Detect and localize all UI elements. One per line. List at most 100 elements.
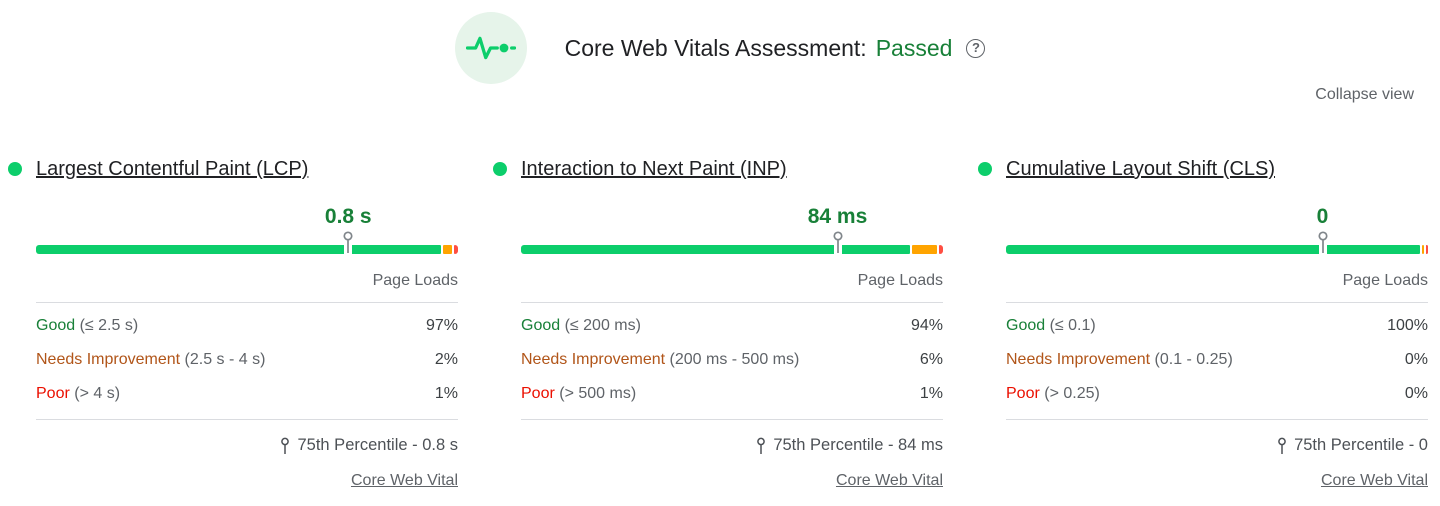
bar-segment-good (521, 245, 911, 254)
good-label: Good (521, 317, 561, 334)
good-label: Good (36, 317, 76, 334)
percentile-text: 75th Percentile - 84 ms (773, 436, 943, 454)
percentile-text: 75th Percentile - 0.8 s (297, 436, 458, 454)
good-range: (≤ 0.1) (1049, 317, 1096, 334)
percentile-pin-icon (1317, 231, 1328, 253)
pulse-icon-circle (454, 12, 527, 84)
table-row-poor: Poor (> 0.25) 0% (1006, 377, 1428, 411)
core-web-vital-row: Core Web Vital (36, 472, 458, 490)
core-web-vital-row: Core Web Vital (1006, 472, 1428, 490)
distribution-gauge: 0 (1006, 204, 1428, 255)
page-title: Core Web Vitals Assessment: Passed ? (565, 35, 986, 62)
good-percent: 97% (425, 317, 458, 334)
needs-improvement-percent: 6% (919, 351, 943, 368)
percentile-pin-icon (343, 231, 353, 253)
poor-label: Poor (36, 385, 70, 402)
metric-title-link-inp[interactable]: Interaction to Next Paint (INP) (521, 158, 787, 180)
poor-percent: 1% (434, 385, 458, 402)
good-range: (≤ 2.5 s) (79, 317, 139, 334)
percentile-pin-icon (757, 437, 766, 454)
page-loads-column-header: Page Loads (36, 272, 458, 303)
needs-improvement-range: (200 ms - 500 ms) (669, 351, 800, 368)
distribution-gauge: 84 ms (521, 204, 943, 255)
page-loads-column-header: Page Loads (521, 272, 943, 303)
good-percent: 94% (910, 317, 943, 334)
distribution-bar (521, 245, 943, 254)
poor-percent: 0% (1404, 385, 1428, 402)
needs-improvement-percent: 0% (1404, 351, 1428, 368)
percentile-row: 75th Percentile - 84 ms (521, 436, 943, 455)
metric-card-inp: Interaction to Next Paint (INP) 84 ms Pa… (493, 156, 943, 490)
distribution-bar (36, 245, 458, 254)
assessment-status: Passed (875, 34, 953, 61)
good-percent: 100% (1387, 317, 1428, 334)
percentile-pin-icon (281, 437, 290, 454)
percentile-text: 75th Percentile - 0 (1294, 436, 1428, 454)
distribution-gauge: 0.8 s (36, 204, 458, 255)
metric-title-link-cls[interactable]: Cumulative Layout Shift (CLS) (1006, 158, 1276, 180)
page-loads-column-header: Page Loads (1006, 272, 1428, 303)
page-loads-table: Page Loads Good (≤ 0.1) 100% Needs Impro… (1006, 272, 1428, 420)
percentile-pin-icon (832, 231, 843, 253)
table-row-good: Good (≤ 200 ms) 94% (521, 309, 943, 343)
good-label: Good (1006, 317, 1046, 334)
metric-title: Largest Contentful Paint (LCP) (8, 156, 458, 182)
poor-label: Poor (521, 385, 555, 402)
core-web-vital-link[interactable]: Core Web Vital (835, 472, 943, 489)
poor-percent: 1% (919, 385, 943, 402)
good-status-dot-icon (978, 162, 992, 176)
bar-segment-needs-improvement (443, 245, 452, 254)
table-row-needs-improvement: Needs Improvement (0.1 - 0.25) 0% (1006, 343, 1428, 377)
page-loads-table: Page Loads Good (≤ 2.5 s) 97% Needs Impr… (36, 272, 458, 420)
assessment-header: Core Web Vitals Assessment: Passed ? (0, 0, 1440, 84)
metric-title: Cumulative Layout Shift (CLS) (978, 156, 1428, 182)
needs-improvement-label: Needs Improvement (521, 351, 666, 368)
good-status-dot-icon (8, 162, 22, 176)
bar-segment-good (1006, 245, 1421, 254)
table-row-needs-improvement: Needs Improvement (200 ms - 500 ms) 6% (521, 343, 943, 377)
needs-improvement-percent: 2% (434, 351, 458, 368)
metric-card-cls: Cumulative Layout Shift (CLS) 0 Page Loa… (978, 156, 1428, 490)
metric-title-link-lcp[interactable]: Largest Contentful Paint (LCP) (36, 158, 309, 180)
table-row-poor: Poor (> 4 s) 1% (36, 377, 458, 411)
poor-range: (> 0.25) (1044, 385, 1100, 402)
poor-range: (> 4 s) (74, 385, 121, 402)
bar-segment-good (36, 245, 442, 254)
core-web-vital-link[interactable]: Core Web Vital (1320, 472, 1428, 489)
bar-segment-poor (1426, 245, 1428, 254)
needs-improvement-label: Needs Improvement (36, 351, 181, 368)
table-row-needs-improvement: Needs Improvement (2.5 s - 4 s) 2% (36, 343, 458, 377)
core-web-vital-row: Core Web Vital (521, 472, 943, 490)
metric-value: 0 (1316, 205, 1329, 228)
pulse-icon (465, 36, 516, 60)
bar-segment-needs-improvement (1422, 245, 1425, 254)
metric-value: 84 ms (807, 205, 868, 228)
needs-improvement-range: (0.1 - 0.25) (1154, 351, 1233, 368)
metrics-grid: Largest Contentful Paint (LCP) 0.8 s Pag… (8, 156, 1428, 490)
needs-improvement-label: Needs Improvement (1006, 351, 1151, 368)
assessment-title-text: Core Web Vitals Assessment: (564, 34, 867, 61)
core-web-vital-link[interactable]: Core Web Vital (350, 472, 458, 489)
percentile-pin-icon (1278, 437, 1286, 454)
bar-segment-needs-improvement (912, 245, 937, 254)
percentile-row: 75th Percentile - 0 (1006, 436, 1428, 455)
needs-improvement-range: (2.5 s - 4 s) (184, 351, 266, 368)
metric-value: 0.8 s (324, 205, 372, 228)
metric-card-lcp: Largest Contentful Paint (LCP) 0.8 s Pag… (8, 156, 458, 490)
good-range: (≤ 200 ms) (564, 317, 641, 334)
collapse-row: Collapse view (0, 86, 1440, 104)
table-row-poor: Poor (> 500 ms) 1% (521, 377, 943, 411)
poor-label: Poor (1006, 385, 1040, 402)
distribution-bar (1006, 245, 1428, 254)
bar-segment-poor (938, 245, 943, 254)
metric-title: Interaction to Next Paint (INP) (493, 156, 943, 182)
collapse-view-button[interactable]: Collapse view (1315, 86, 1414, 103)
good-status-dot-icon (493, 162, 507, 176)
percentile-row: 75th Percentile - 0.8 s (36, 436, 458, 455)
page-loads-table: Page Loads Good (≤ 200 ms) 94% Needs Imp… (521, 272, 943, 420)
table-row-good: Good (≤ 0.1) 100% (1006, 309, 1428, 343)
table-row-good: Good (≤ 2.5 s) 97% (36, 309, 458, 343)
help-icon[interactable]: ? (966, 38, 986, 58)
poor-range: (> 500 ms) (559, 385, 637, 402)
bar-segment-poor (453, 245, 458, 254)
